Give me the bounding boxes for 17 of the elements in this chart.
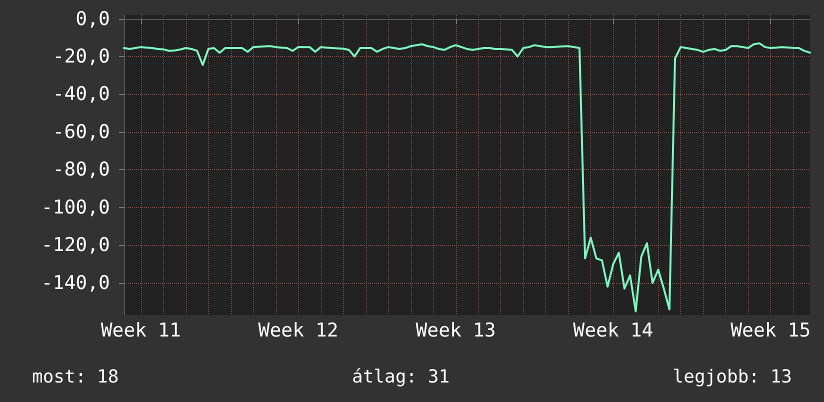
- x-tick-label: Week 13: [416, 320, 496, 342]
- x-tick-label: Week 15: [730, 320, 811, 342]
- y-tick-label: -20,0: [52, 46, 110, 68]
- y-tick-label: -140,0: [41, 272, 110, 294]
- x-tick-label: Week 12: [258, 320, 338, 342]
- y-tick-label: -40,0: [52, 83, 110, 106]
- x-tick-label: Week 11: [100, 320, 181, 342]
- text: legjobb: 13: [672, 366, 792, 388]
- y-tick-label: 0,0: [76, 8, 110, 30]
- y-tick-label: -120,0: [41, 234, 110, 256]
- y-tick-label: -100,0: [41, 196, 110, 218]
- x-tick-label: Week 14: [573, 320, 654, 342]
- y-tick-label: -60,0: [52, 120, 110, 143]
- y-tick-label: -80,0: [52, 158, 110, 181]
- line-series: [123, 42, 811, 312]
- text: most: 18: [32, 366, 119, 388]
- text: átlag: 31: [352, 366, 450, 388]
